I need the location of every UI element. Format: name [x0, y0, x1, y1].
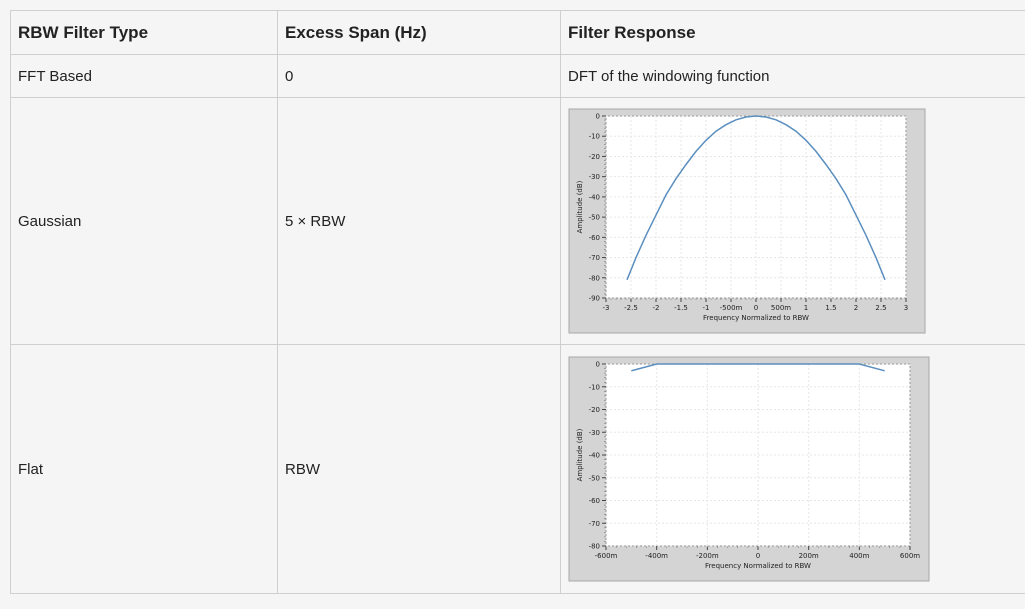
x-tick-label: 1.5 — [825, 304, 836, 312]
y-axis-label: Amplitude (dB) — [576, 180, 584, 233]
cell-filter-type: FFT Based — [10, 54, 278, 98]
y-tick-label: -50 — [589, 474, 600, 482]
x-tick-label: -500m — [720, 304, 743, 312]
flat-response-chart: -600m -400m -200m 0 200m 400m 600m 0 -10 -20 -30 -4… — [568, 356, 930, 582]
x-tick-label: -200m — [696, 552, 719, 560]
response-curve — [626, 115, 886, 281]
cell-filter-response: -3 -2.5 -2 -1.5 -1 -500m 0 500m 1 1.5 2 2.5 3 0 -10 -20… — [560, 97, 1025, 345]
table-row: Flat RBW -600m -400m -200m 0 200m 400m 600m 0 -1… — [10, 344, 1025, 594]
y-tick-label: -40 — [589, 193, 600, 201]
header-excess-span: Excess Span (Hz) — [277, 10, 561, 55]
y-tick-label: -10 — [589, 133, 600, 141]
response-curve — [631, 363, 885, 372]
x-tick-label: 200m — [799, 552, 819, 560]
x-tick-label: 400m — [849, 552, 869, 560]
x-tick-label: 1 — [804, 304, 808, 312]
x-tick-label: 0 — [754, 304, 758, 312]
gaussian-response-chart: -3 -2.5 -2 -1.5 -1 -500m 0 500m 1 1.5 2 2.5 3 0 -10 -20… — [568, 108, 926, 334]
cell-filter-response: -600m -400m -200m 0 200m 400m 600m 0 -10 -20 -30 -4… — [560, 344, 1025, 594]
x-tick-label: -3 — [603, 304, 610, 312]
x-tick-label: -1.5 — [674, 304, 688, 312]
y-tick-label: -60 — [589, 234, 600, 242]
x-tick-label: -400m — [645, 552, 668, 560]
y-tick-label: 0 — [596, 361, 600, 369]
y-tick-label: -60 — [589, 497, 600, 505]
y-tick-label: -70 — [589, 254, 600, 262]
x-tick-label: -600m — [595, 552, 618, 560]
header-rbw-filter-type: RBW Filter Type — [10, 10, 278, 55]
y-axis-label: Amplitude (dB) — [576, 428, 584, 481]
x-tick-label: 500m — [771, 304, 791, 312]
x-tick-label: -2.5 — [624, 304, 638, 312]
x-tick-label: 3 — [904, 304, 908, 312]
header-filter-response: Filter Response — [560, 10, 1025, 55]
cell-filter-response: DFT of the windowing function — [560, 54, 1025, 98]
x-tick-label: 0 — [756, 552, 760, 560]
y-tick-label: -50 — [589, 214, 600, 222]
y-tick-label: 0 — [596, 113, 600, 121]
y-tick-label: -20 — [589, 153, 600, 161]
cell-excess-span: 5 × RBW — [277, 97, 561, 345]
x-tick-label: 600m — [900, 552, 920, 560]
table-row: Gaussian 5 × RBW -3 -2.5 -2 -1.5 -1 -500m 0 500… — [10, 97, 1025, 345]
y-tick-label: -80 — [589, 543, 600, 551]
cell-filter-type: Gaussian — [10, 97, 278, 345]
y-tick-label: -30 — [589, 429, 600, 437]
y-tick-label: -80 — [589, 274, 600, 282]
x-axis-label: Frequency Normalized to RBW — [705, 562, 811, 570]
y-tick-label: -70 — [589, 520, 600, 528]
x-tick-label: 2.5 — [875, 304, 886, 312]
y-tick-label: -40 — [589, 452, 600, 460]
x-tick-label: -2 — [653, 304, 660, 312]
rbw-filter-table: RBW Filter Type Excess Span (Hz) Filter … — [10, 10, 1025, 594]
y-tick-label: -90 — [589, 295, 600, 303]
cell-excess-span: 0 — [277, 54, 561, 98]
table-header-row: RBW Filter Type Excess Span (Hz) Filter … — [10, 10, 1025, 55]
x-axis-label: Frequency Normalized to RBW — [703, 314, 809, 322]
y-tick-label: -30 — [589, 173, 600, 181]
plot-area — [605, 115, 907, 299]
cell-filter-type: Flat — [10, 344, 278, 594]
cell-excess-span: RBW — [277, 344, 561, 594]
x-tick-label: -1 — [703, 304, 710, 312]
y-tick-label: -10 — [589, 383, 600, 391]
y-tick-label: -20 — [589, 406, 600, 414]
table-row: FFT Based 0 DFT of the windowing functio… — [10, 54, 1025, 98]
x-tick-label: 2 — [854, 304, 858, 312]
